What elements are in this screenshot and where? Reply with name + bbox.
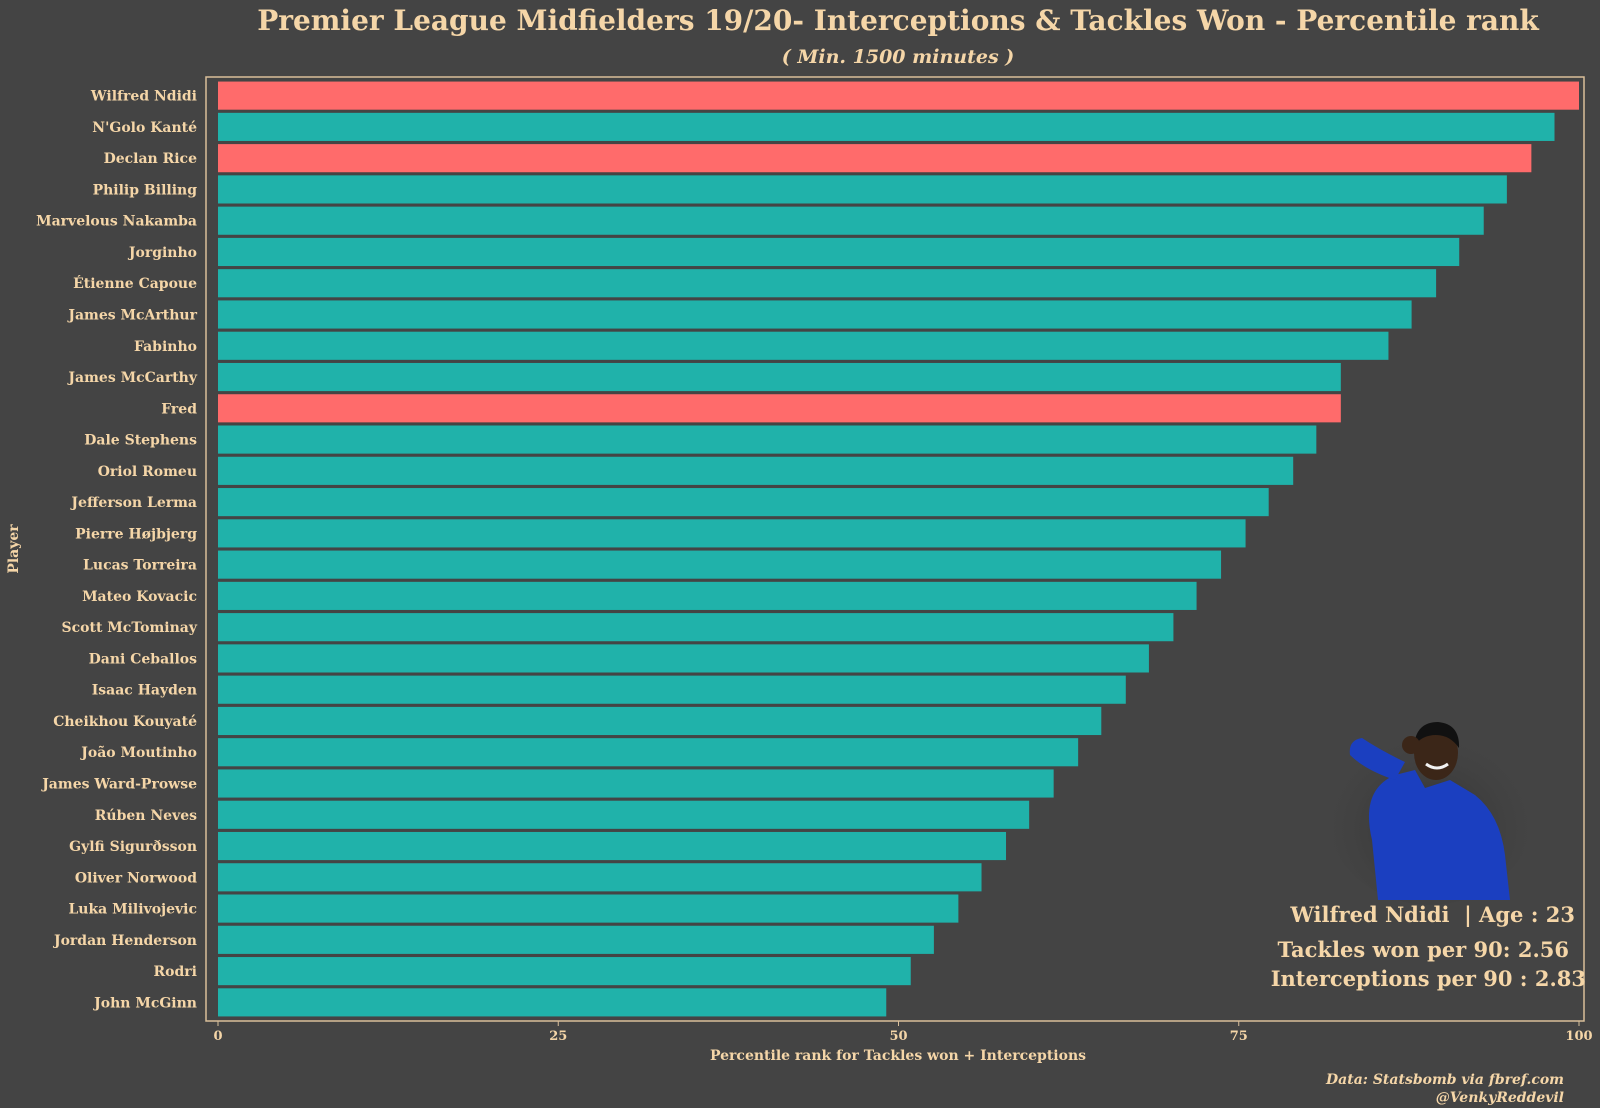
bar [218,894,959,923]
y-tick-label: Gylfi Sigurðsson [69,839,197,855]
y-tick-label: Dale Stephens [84,433,197,449]
y-tick-label: Wilfred Ndidi [90,89,197,105]
player-shirt [1368,770,1510,900]
y-tick-label: Pierre Højbjerg [75,526,197,542]
y-tick-label: Mateo Kovacic [82,589,197,605]
y-tick-label: James McCarthy [66,370,197,386]
y-tick-label: Fred [161,401,197,417]
y-tick-label: John McGinn [92,995,197,1011]
plot-frame [205,76,1585,1022]
y-tick-label: Jordan Henderson [52,933,197,949]
bar [218,425,1317,454]
y-tick-label: N'Golo Kanté [92,120,197,136]
y-tick-label: Philip Billing [93,182,198,198]
y-tick-label: Lucas Torreira [83,558,197,574]
bar [218,362,1341,392]
y-tick-label: Oriol Romeu [98,464,197,480]
bar [218,738,1079,767]
caption-source: Data: Statsbomb via fbref.com [1325,1072,1564,1088]
player-photo [1325,715,1535,905]
y-axis-title: Player [6,524,22,574]
y-tick-label: Oliver Norwood [75,870,197,886]
bar [218,519,1246,548]
bar [218,112,1555,141]
player-head [1414,726,1458,780]
player-hair [1414,722,1460,748]
bar [218,988,887,1017]
y-tick-label: Declan Rice [104,151,197,167]
bar [218,206,1484,235]
bar [218,488,1269,517]
y-tick-label: Scott McTominay [62,620,198,636]
player-tackles: Tackles won per 90: 2.56 [1277,937,1569,962]
y-tick-label: Rodri [154,964,197,980]
bar [218,675,1126,704]
y-tick-labels: Wilfred Ndidi N'Golo Kanté Declan Rice Phil… [36,89,198,1012]
y-tick-label: Rúben Neves [95,808,197,824]
bar [218,456,1294,485]
x-tick-labels: 0 25 50 75 100 [213,1021,1593,1044]
bar [218,81,1579,110]
x-axis-title: Percentile rank for Tackles won + Interc… [710,1048,1086,1064]
bar [218,331,1389,360]
player-interceptions: Interceptions per 90 : 2.83 [1271,966,1586,991]
y-tick-label: Étienne Capoue [73,274,197,292]
chart-subtitle: ( Min. 1500 minutes ) [782,46,1015,68]
bar [218,237,1460,267]
y-tick-label: Fabinho [134,339,197,355]
bars-layer [218,81,1579,1017]
bar [218,394,1341,423]
bar [218,550,1222,579]
bar [218,863,982,892]
bar [218,269,1437,298]
y-tick-label: James Ward-Prowse [40,777,197,793]
x-tick-label: 0 [213,1029,222,1044]
bar [218,175,1507,204]
y-tick-label: Marvelous Nakamba [36,214,197,230]
player-arm [1349,738,1405,780]
bar [218,800,1030,829]
bar [218,300,1412,329]
caption-handle: @VenkyReddevil [1436,1090,1564,1106]
bar [218,831,1007,861]
bar [218,957,911,986]
bar [218,644,1149,673]
x-tick-label: 50 [889,1029,907,1044]
y-tick-label: Cheikhou Kouyaté [53,714,197,730]
y-tick-label: Isaac Hayden [92,683,197,699]
player-hand [1402,736,1420,754]
y-tick-label: James McArthur [66,308,197,324]
bar [218,706,1102,736]
bar [218,581,1197,610]
x-tick-label: 25 [549,1029,567,1044]
bar [218,144,1532,173]
x-tick-label: 100 [1565,1029,1592,1044]
y-tick-label: João Moutinho [79,744,197,761]
y-tick-label: Jefferson Lerma [69,495,197,511]
player-name-age: Wilfred Ndidi | Age : 23 [1289,902,1575,927]
y-tick-label: Dani Ceballos [89,651,197,667]
bar [218,769,1054,798]
y-tick-label: Jorginho [127,245,197,261]
bar [218,613,1174,642]
chart-title: Premier League Midfielders 19/20- Interc… [257,4,1539,37]
x-tick-label: 75 [1230,1029,1248,1044]
bar [218,925,934,954]
player-smile [1425,762,1449,770]
y-tick-label: Luka Milivojevic [68,902,197,918]
